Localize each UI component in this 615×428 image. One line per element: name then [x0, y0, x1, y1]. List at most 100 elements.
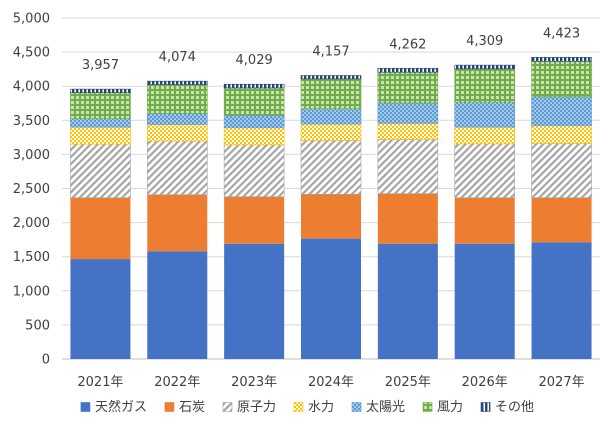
bar-segment [224, 243, 285, 359]
legend-item: 太陽光 [351, 400, 405, 415]
total-label: 3,957 [82, 58, 119, 73]
legend-item: 水力 [293, 400, 334, 415]
y-tick-label: 2,000 [13, 216, 50, 231]
y-tick-label: 0 [42, 353, 50, 368]
legend-swatch [222, 402, 233, 412]
bar-segment [223, 87, 285, 116]
bar-segment [146, 140, 208, 195]
bar-segment [377, 71, 439, 104]
bar-segment [300, 140, 362, 195]
bar-segment [223, 127, 285, 146]
legend-label: 水力 [308, 400, 334, 415]
bar-segment [223, 144, 285, 197]
bar-segment [223, 83, 285, 89]
legend-label: 天然ガス [95, 399, 147, 415]
x-tick-label: 2024年 [308, 375, 354, 390]
bar-segment [70, 259, 131, 359]
bar-segment [147, 194, 208, 252]
legend-swatch [80, 402, 91, 412]
bar-segment [146, 84, 208, 114]
x-tick-label: 2027年 [539, 375, 585, 390]
x-tick-label: 2026年 [462, 375, 508, 390]
legend-swatch [293, 402, 304, 412]
y-tick-label: 3,000 [13, 148, 50, 163]
bar-segment [146, 124, 208, 142]
x-tick-label: 2021年 [77, 375, 123, 390]
total-label: 4,309 [466, 34, 503, 49]
x-tick-label: 2025年 [385, 375, 431, 390]
y-tick-label: 1,000 [13, 284, 50, 299]
bar-segment [300, 123, 362, 141]
y-tick-label: 500 [25, 318, 50, 333]
bar-segment [223, 114, 285, 129]
bar-segment [70, 118, 131, 128]
x-axis: 2021年 2022年 2023年 2024年 2025年 2026年 2027年 [77, 375, 584, 390]
bar-segment [454, 64, 516, 70]
bar-segment [224, 196, 285, 244]
bar-segment [454, 143, 516, 199]
bar-segment [300, 75, 362, 80]
bar-segment [70, 88, 131, 93]
legend-item: 天然ガス [80, 399, 147, 415]
x-tick-label: 2022年 [154, 375, 200, 390]
total-labels: 3,957 4,074 4,029 4,157 4,262 4,309 4,423 [82, 26, 580, 73]
bar-segment [300, 108, 362, 125]
legend-swatch [422, 402, 433, 412]
y-tick-label: 4,500 [13, 46, 50, 61]
y-tick-label: 3,500 [13, 114, 50, 129]
bar-segment [70, 126, 131, 145]
legend-label: 風力 [437, 400, 463, 415]
bar-segment [146, 113, 208, 125]
bar-segment [300, 78, 362, 110]
bar-segment [377, 139, 439, 194]
legend-item: 原子力 [222, 400, 276, 415]
bar-segment [301, 238, 361, 359]
y-tick-label: 2,500 [13, 182, 50, 197]
y-tick-label: 1,500 [13, 250, 50, 265]
bar-segment [454, 243, 515, 359]
bar-segment [531, 57, 592, 62]
bar-segment [147, 251, 208, 359]
y-tick-label: 5,000 [13, 12, 50, 27]
x-tick-label: 2023年 [231, 375, 277, 390]
total-label: 4,029 [236, 53, 273, 68]
y-axis: 0 500 1,000 1,500 2,000 2,500 3,000 3,500 4,000 4… [13, 12, 50, 368]
legend-item: その他 [480, 400, 534, 415]
bar-segment [531, 61, 592, 98]
bar-segment [531, 242, 592, 359]
bar-segment [454, 68, 516, 103]
bar-segment [301, 194, 361, 239]
bar-segment [70, 92, 131, 119]
legend-swatch [164, 402, 175, 412]
bar-segment [146, 80, 208, 85]
bar-segment [531, 143, 592, 199]
bar-segment [377, 123, 439, 140]
total-label: 4,157 [312, 44, 349, 59]
total-label: 4,074 [159, 50, 196, 65]
bar-segment [454, 101, 516, 128]
bar-segment [531, 96, 592, 127]
bar-segment [531, 197, 592, 243]
bars [70, 57, 592, 359]
legend-label: 石炭 [179, 400, 205, 415]
bar-segment [454, 197, 515, 244]
legend-item: 風力 [422, 400, 463, 415]
legend-label: その他 [495, 400, 534, 415]
bar-segment [70, 197, 131, 260]
bar-segment [377, 102, 439, 124]
bar-segment [70, 143, 131, 199]
legend-item: 石炭 [164, 400, 205, 415]
bar-segment [377, 243, 438, 359]
bar-segment [377, 68, 439, 73]
legend-swatch [480, 402, 491, 412]
legend-label: 原子力 [237, 400, 276, 415]
bar-segment [454, 126, 516, 145]
total-label: 4,423 [543, 26, 580, 41]
y-tick-label: 4,000 [13, 80, 50, 95]
legend: 天然ガス 石炭 原子力 水力 太陽光 風力 その他 [80, 399, 534, 415]
bar-segment [377, 193, 438, 244]
bar-segment [531, 125, 592, 144]
legend-swatch [351, 402, 362, 412]
